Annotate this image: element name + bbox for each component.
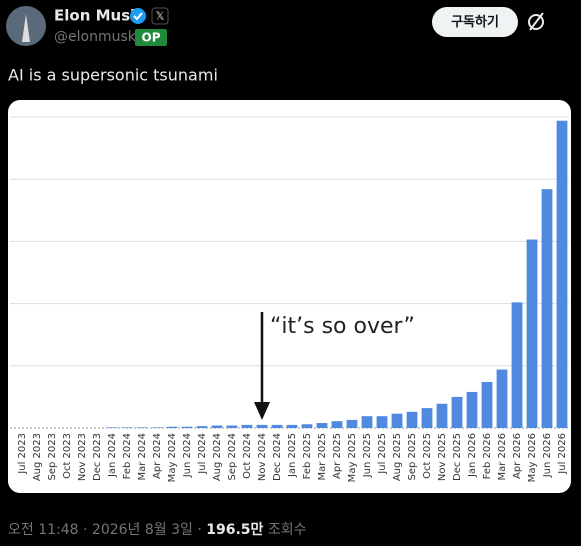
x-tick-label: Jul 2025	[377, 433, 388, 475]
bar	[511, 302, 523, 428]
bar	[466, 391, 478, 428]
x-tick-label: Mar 2026	[497, 433, 508, 481]
verified-badge	[130, 8, 146, 24]
bar	[346, 419, 358, 428]
annotation: “it’s so over”	[270, 314, 415, 339]
x-tick-label: May 2026	[527, 433, 538, 482]
separator: ·	[83, 522, 87, 538]
x-tick-label: Jan 2024	[107, 433, 118, 478]
post-text: AI is a supersonic tsunami	[8, 66, 218, 85]
x-tick-label: Oct 2025	[422, 433, 433, 479]
x-tick-label: Jun 2025	[362, 433, 373, 478]
author-name[interactable]: Elon Musk	[54, 7, 141, 25]
bar	[286, 424, 298, 428]
bar	[301, 424, 313, 428]
x-tick-label: Sep 2025	[407, 433, 418, 480]
avatar-art	[22, 14, 30, 42]
x-tick-label: Feb 2024	[122, 433, 133, 479]
bar	[136, 427, 148, 428]
grok-icon[interactable]	[528, 14, 544, 30]
x-tick-label: Mar 2025	[317, 433, 328, 481]
x-tick-label: May 2024	[167, 433, 178, 482]
bar	[526, 239, 538, 428]
time: 오전 11:48	[8, 522, 79, 538]
bar	[316, 423, 328, 428]
bar	[421, 408, 433, 428]
bar	[541, 189, 553, 428]
date: 2026년 8월 3일	[92, 522, 193, 538]
x-tick-label: Dec 2024	[272, 433, 283, 481]
x-tick-label: Jul 2026	[557, 433, 568, 475]
bar	[106, 427, 118, 428]
bar	[151, 427, 163, 428]
x-tick-label: Feb 2025	[302, 433, 313, 479]
bar	[556, 120, 568, 429]
x-tick-label: Apr 2026	[512, 433, 523, 479]
bar	[391, 413, 403, 428]
bar	[181, 426, 193, 428]
x-badge: 𝕏	[156, 10, 165, 23]
bar	[256, 424, 268, 428]
follow-button-label[interactable]: 구독하기	[451, 14, 499, 30]
chart-image[interactable]	[8, 100, 571, 493]
separator: ·	[197, 522, 201, 538]
views-label: 조회수	[268, 522, 307, 538]
x-tick-label: May 2025	[347, 433, 358, 482]
verified-check	[133, 12, 143, 21]
bar	[226, 425, 238, 428]
x-tick-label: Jul 2024	[197, 433, 208, 475]
x-tick-label: Jul 2023	[17, 433, 28, 475]
bar	[166, 426, 178, 428]
follow-button[interactable]	[432, 7, 518, 37]
x-tick-label: Oct 2024	[242, 433, 253, 479]
x-tick-label: Aug 2025	[392, 433, 403, 481]
x-tick-label: Jan 2025	[287, 433, 298, 478]
bar	[211, 425, 223, 428]
x-tick-label: Dec 2023	[92, 433, 103, 481]
x-tick-label: Oct 2023	[62, 433, 73, 479]
x-tick-label: Jun 2026	[542, 433, 553, 478]
x-tick-label: Apr 2024	[152, 433, 163, 479]
bar	[481, 381, 493, 428]
bar	[241, 424, 253, 428]
op-badge: OP	[142, 31, 161, 45]
x-tick-label: Jun 2024	[182, 433, 193, 478]
annotation-arrowhead	[254, 402, 270, 420]
x-tick-label: Sep 2023	[47, 433, 58, 480]
bar	[436, 403, 448, 428]
grok-icon-slash	[529, 12, 544, 31]
x-tick-label: Sep 2024	[227, 433, 238, 480]
x-tick-label: Apr 2025	[332, 433, 343, 479]
handle[interactable]: @elonmusk	[54, 29, 137, 45]
bar	[121, 427, 133, 428]
x-tick-label: Nov 2024	[257, 433, 268, 481]
post-time: 오전 11:48 · 2026년 8월 3일 · 196.5만 조회수	[8, 522, 307, 538]
x-tick-label: Dec 2025	[452, 433, 463, 481]
bar	[331, 421, 343, 428]
chart: Jul 2023 Aug 2023 Sep 2023 Oct 2023 Nov 2023…	[10, 116, 569, 482]
bar	[406, 411, 418, 428]
x-tick-label: Mar 2024	[137, 433, 148, 481]
x-tick-label: Nov 2023	[77, 433, 88, 481]
x-tick-label: Aug 2024	[212, 433, 223, 481]
bar	[451, 396, 463, 428]
x-badge-box	[151, 7, 169, 25]
bar	[496, 369, 508, 428]
x-tick-label: Nov 2025	[437, 433, 448, 481]
op-badge-box	[135, 29, 167, 46]
bar	[196, 426, 208, 428]
x-tick-label: Aug 2023	[32, 433, 43, 481]
bar	[271, 424, 283, 428]
bar	[361, 416, 373, 428]
bar	[376, 416, 388, 428]
view-count: 196.5만	[206, 522, 263, 538]
x-tick-label: Jan 2026	[467, 433, 478, 478]
x-tick-label: Feb 2026	[482, 433, 493, 479]
